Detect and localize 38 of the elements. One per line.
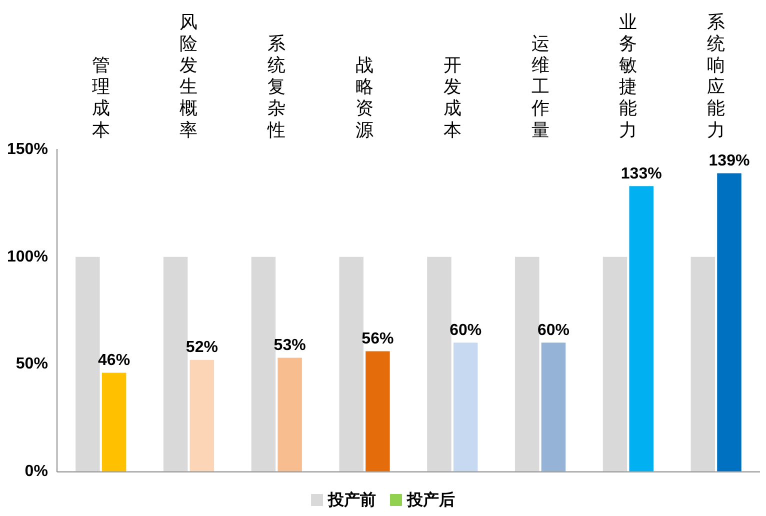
x-tick-label: 开发成本 xyxy=(443,54,462,140)
bar xyxy=(427,256,452,472)
data-label: 53% xyxy=(274,337,306,354)
legend-label: 投产前 xyxy=(328,490,376,510)
x-tick-label: 运维工作量 xyxy=(530,33,550,140)
y-tick-label: 150% xyxy=(7,141,48,158)
bar xyxy=(602,256,628,472)
x-tick-label: 风险发生概率 xyxy=(180,12,198,140)
data-label: 139% xyxy=(708,152,750,170)
y-tick-label: 50% xyxy=(16,356,48,373)
bar xyxy=(163,256,188,472)
x-tick-label: 业务敏捷能力 xyxy=(619,12,638,140)
data-label: 56% xyxy=(362,330,394,348)
bar xyxy=(278,358,302,472)
y-tick-label: 0% xyxy=(24,462,48,480)
bar xyxy=(453,342,478,472)
bar xyxy=(339,256,364,472)
bar xyxy=(690,256,716,472)
x-tick-label: 管理成本 xyxy=(92,54,110,140)
data-label: 52% xyxy=(186,339,218,356)
bar xyxy=(629,186,654,472)
bar xyxy=(251,256,276,472)
bar xyxy=(541,342,566,472)
data-label: 133% xyxy=(620,165,662,182)
bar xyxy=(717,173,742,472)
data-label: 60% xyxy=(537,322,570,340)
data-label: 46% xyxy=(98,352,130,370)
y-tick-label: 100% xyxy=(7,248,48,266)
bar xyxy=(514,256,540,472)
bar xyxy=(102,372,126,472)
bar xyxy=(190,360,214,472)
x-tick-label: 系统复杂性 xyxy=(266,33,286,140)
data-label: 60% xyxy=(450,322,482,340)
bar xyxy=(366,351,390,472)
bar xyxy=(76,256,100,472)
x-tick-label: 战略资源 xyxy=(356,54,374,140)
x-tick-label: 系统响应能力 xyxy=(707,12,726,140)
series-label: 投产后 xyxy=(407,490,455,510)
